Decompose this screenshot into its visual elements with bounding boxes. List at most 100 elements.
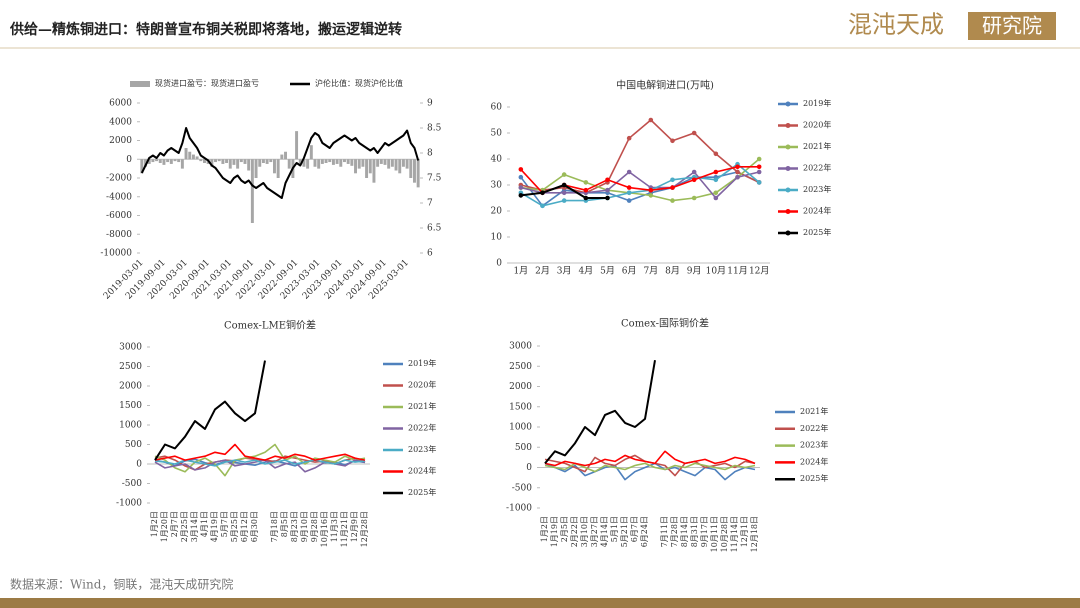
- legend-marker: [785, 166, 791, 171]
- y-tick-label: 1000: [509, 423, 532, 433]
- point: [691, 169, 697, 175]
- y-tick-label: 3000: [509, 342, 532, 352]
- point: [756, 164, 762, 170]
- bar: [184, 148, 188, 160]
- y-tick-label: -4000: [106, 192, 132, 202]
- point: [713, 169, 719, 175]
- bar: [354, 159, 357, 174]
- point: [626, 190, 632, 196]
- bar: [379, 159, 383, 164]
- y-tick-label: 0: [526, 463, 532, 473]
- y-tick-label: 30: [491, 181, 503, 191]
- point: [583, 195, 589, 201]
- point: [648, 117, 654, 123]
- x-tick-label: 5月7日: [220, 511, 229, 537]
- bar: [383, 159, 387, 165]
- point: [691, 195, 697, 201]
- y-tick-label: 0: [496, 259, 502, 269]
- y-tick-label: 2000: [509, 382, 532, 392]
- point: [605, 187, 610, 193]
- x-tick-label: 4月19日: [210, 511, 219, 542]
- series-line: [520, 171, 760, 199]
- bar: [276, 159, 280, 178]
- bar: [409, 159, 413, 178]
- series-line: [140, 127, 420, 199]
- bar: [151, 159, 155, 163]
- bar: [210, 159, 214, 167]
- series-line: [544, 360, 656, 465]
- bar: [180, 159, 184, 169]
- footer-band: [0, 598, 1080, 608]
- bar: [328, 159, 332, 163]
- series-line: [544, 450, 756, 467]
- point: [735, 169, 740, 175]
- point: [583, 180, 589, 185]
- point: [626, 169, 632, 175]
- bar: [177, 159, 181, 163]
- x-tick-label: 1月20日: [160, 511, 169, 542]
- y2-tick-label: 7: [427, 199, 433, 209]
- legend-label: 2021年: [803, 141, 831, 151]
- bar: [372, 159, 376, 183]
- point: [691, 130, 697, 136]
- y-tick-label: -500: [512, 483, 532, 493]
- legend-label: 2023年: [803, 184, 831, 194]
- x-tick-label: 4月: [578, 266, 593, 277]
- bar: [169, 159, 173, 164]
- bar: [247, 159, 251, 171]
- bar: [269, 159, 273, 163]
- bar: [173, 159, 177, 162]
- legend-label: 2024年: [800, 456, 828, 466]
- bar: [214, 159, 217, 163]
- y2-tick-label: 6: [427, 249, 433, 259]
- bar: [324, 159, 328, 163]
- bar: [284, 151, 287, 160]
- legend-marker: [785, 144, 791, 150]
- point: [713, 190, 719, 196]
- point: [626, 185, 632, 190]
- bar: [239, 159, 243, 163]
- bar: [413, 159, 416, 183]
- point: [626, 135, 632, 141]
- point: [648, 193, 654, 198]
- point: [670, 185, 675, 190]
- point: [540, 203, 545, 209]
- bar: [195, 156, 199, 160]
- bar: [155, 159, 159, 162]
- legend-label: 2024年: [408, 466, 436, 476]
- point: [561, 172, 567, 177]
- x-tick-label: 1月19日: [550, 516, 559, 547]
- point: [540, 190, 545, 196]
- series-line: [154, 360, 266, 461]
- point: [670, 198, 675, 203]
- point: [561, 182, 567, 188]
- x-tick-label: 3月27日: [590, 516, 599, 547]
- point: [518, 185, 524, 190]
- bar: [158, 159, 162, 163]
- logo-box: [968, 12, 1056, 40]
- y-tick-label: 10: [491, 233, 503, 243]
- bar: [261, 159, 265, 163]
- point: [713, 195, 719, 201]
- x-tick-label: 2月22日: [570, 516, 579, 547]
- legend-label: 2024年: [803, 206, 831, 216]
- x-tick-label: 11月3日: [330, 511, 339, 542]
- series-line: [154, 443, 366, 461]
- y-tick-label: 4000: [109, 117, 132, 127]
- bar: [302, 159, 306, 167]
- y-tick-label: 1000: [119, 421, 142, 431]
- y2-tick-label: 7.5: [427, 174, 442, 184]
- x-tick-label: 10月11日: [710, 516, 719, 552]
- x-tick-label: 9月10日: [300, 511, 309, 542]
- x-tick-label: 12月: [749, 266, 769, 277]
- legend-label: 2025年: [408, 487, 436, 497]
- y-tick-label: 500: [125, 440, 142, 450]
- bar: [147, 159, 151, 164]
- bar: [140, 159, 144, 174]
- x-tick-label: 5月1日: [610, 516, 619, 542]
- x-tick-label: 5月21日: [620, 516, 629, 547]
- point: [518, 174, 524, 180]
- x-tick-label: 12月9日: [350, 511, 359, 542]
- slide-title: 供给—精炼铜进口：特朗普宣布铜关税即将落地，搬运逻辑逆转: [9, 21, 402, 38]
